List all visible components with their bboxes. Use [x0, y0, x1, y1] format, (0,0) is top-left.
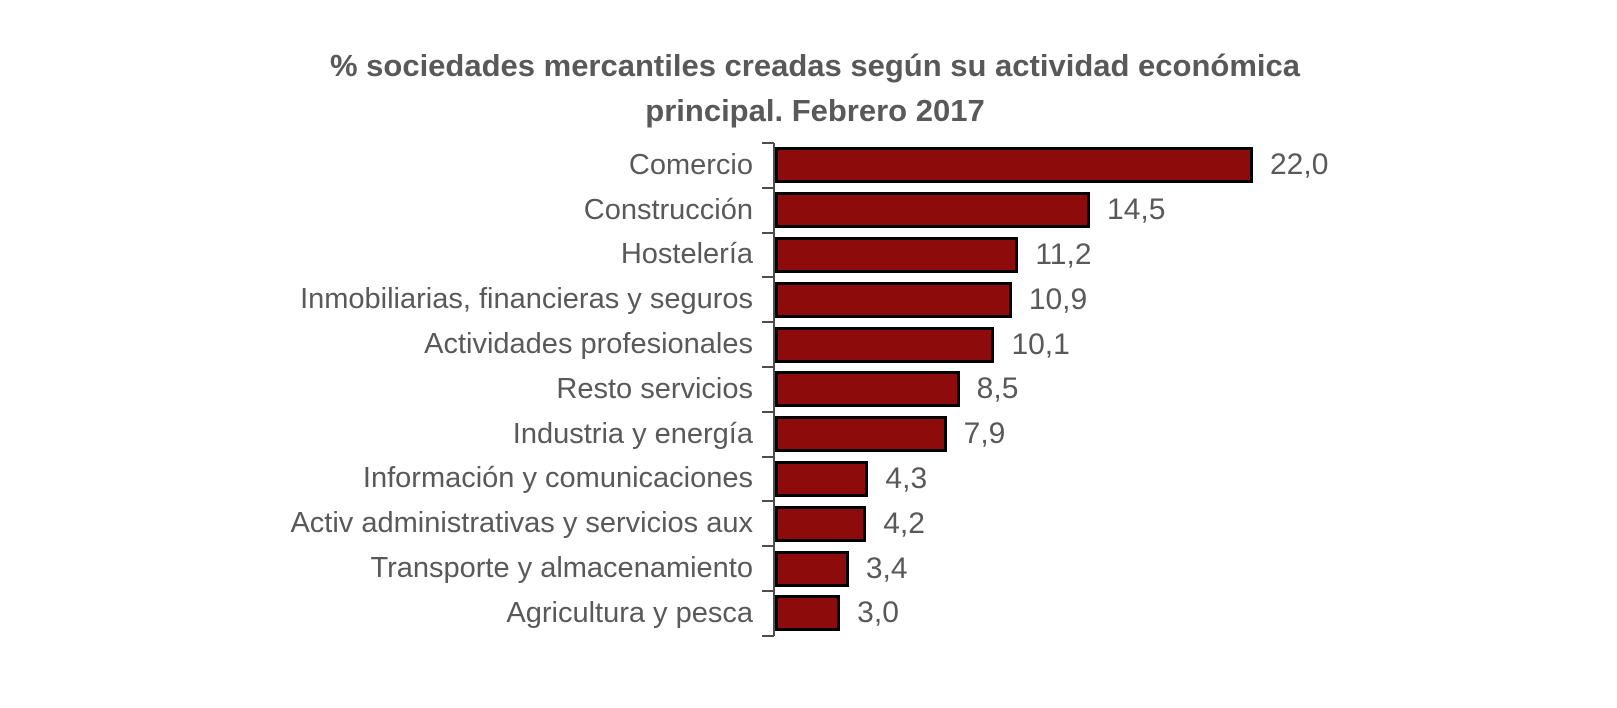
bar-row: Resto servicios 8,5 — [0, 367, 1617, 412]
bar-wrap: 3,0 — [775, 595, 899, 632]
axis-tick — [762, 366, 774, 368]
bar-row: Inmobiliarias, financieras y seguros 10,9 — [0, 277, 1617, 322]
bar-row: Construcción 14,5 — [0, 188, 1617, 233]
axis-tick — [762, 410, 774, 413]
bar-row: Información y comunicaciones 4,3 — [0, 457, 1617, 502]
value-label: 7,9 — [963, 417, 1006, 451]
plot-area: Comercio 22,0 Construcción 14,5 Hostelería 11… — [0, 142, 1617, 637]
value-label: 3,0 — [857, 596, 899, 630]
axis-tick — [762, 545, 774, 548]
bar-row: Actividades profesionales 10,1 — [0, 322, 1617, 367]
bar-wrap: 14,5 — [775, 192, 1166, 229]
axis-tick — [762, 500, 774, 503]
value-label: 4,2 — [883, 506, 925, 540]
category-label: Industria y energía — [512, 417, 753, 450]
bar-wrap: 4,3 — [775, 460, 928, 497]
bar-row: Hostelería 11,2 — [0, 233, 1617, 278]
axis-tick — [762, 186, 774, 189]
axis-tick — [762, 590, 774, 592]
value-label: 8,5 — [976, 372, 1019, 406]
bar-row: Agricultura y pesca 3,0 — [0, 591, 1617, 636]
value-label: 14,5 — [1107, 193, 1166, 227]
bar-wrap: 22,0 — [775, 147, 1329, 184]
category-label: Transporte y almacenamiento — [370, 552, 753, 585]
bar — [775, 326, 995, 363]
bar-wrap: 7,9 — [775, 416, 1006, 453]
bar-row: Activ administrativas y servicios aux 4,2 — [0, 501, 1617, 546]
category-label: Inmobiliarias, financieras y seguros — [300, 283, 753, 316]
category-label: Comercio — [628, 148, 753, 181]
bar — [775, 192, 1091, 229]
axis-tick — [762, 455, 774, 458]
category-label: Resto servicios — [556, 372, 753, 405]
value-label: 11,2 — [1035, 237, 1092, 271]
value-label: 3,4 — [865, 551, 908, 585]
category-label: Activ administrativas y servicios aux — [290, 507, 753, 540]
category-label: Agricultura y pesca — [506, 596, 753, 629]
category-label: Construcción — [583, 193, 753, 226]
bar — [775, 281, 1012, 318]
bar-wrap: 10,9 — [775, 281, 1088, 318]
category-label: Hostelería — [620, 238, 753, 271]
value-label: 22,0 — [1270, 148, 1329, 182]
bar — [775, 416, 947, 453]
y-axis-line — [773, 143, 775, 636]
axis-tick — [762, 276, 774, 279]
bar-row: Comercio 22,0 — [0, 143, 1617, 188]
bar — [775, 505, 867, 542]
category-label: Información y comunicaciones — [362, 462, 753, 495]
bar-wrap: 11,2 — [775, 236, 1092, 273]
axis-tick — [762, 634, 774, 637]
bar — [775, 371, 960, 408]
bar-wrap: 8,5 — [775, 371, 1019, 408]
bar — [775, 595, 841, 632]
bar — [775, 236, 1019, 273]
axis-tick — [762, 142, 774, 144]
bar-rows: Comercio 22,0 Construcción 14,5 Hostelería 11… — [0, 143, 1617, 636]
chart-title: % sociedades mercantiles creadas según s… — [329, 48, 1301, 128]
value-label: 4,3 — [885, 461, 928, 495]
bar-wrap: 3,4 — [775, 550, 908, 587]
bar — [775, 460, 869, 497]
bar — [775, 147, 1253, 184]
category-label: Actividades profesionales — [424, 328, 753, 361]
bar-row: Industria y energía 7,9 — [0, 412, 1617, 457]
axis-tick — [762, 321, 774, 324]
bar-wrap: 10,1 — [775, 326, 1070, 363]
value-label: 10,1 — [1011, 327, 1070, 361]
bar-wrap: 4,2 — [775, 505, 925, 542]
bar — [775, 550, 849, 587]
axis-tick — [762, 231, 774, 234]
value-label: 10,9 — [1028, 282, 1088, 316]
bar-row: Transporte y almacenamiento 3,4 — [0, 546, 1617, 591]
